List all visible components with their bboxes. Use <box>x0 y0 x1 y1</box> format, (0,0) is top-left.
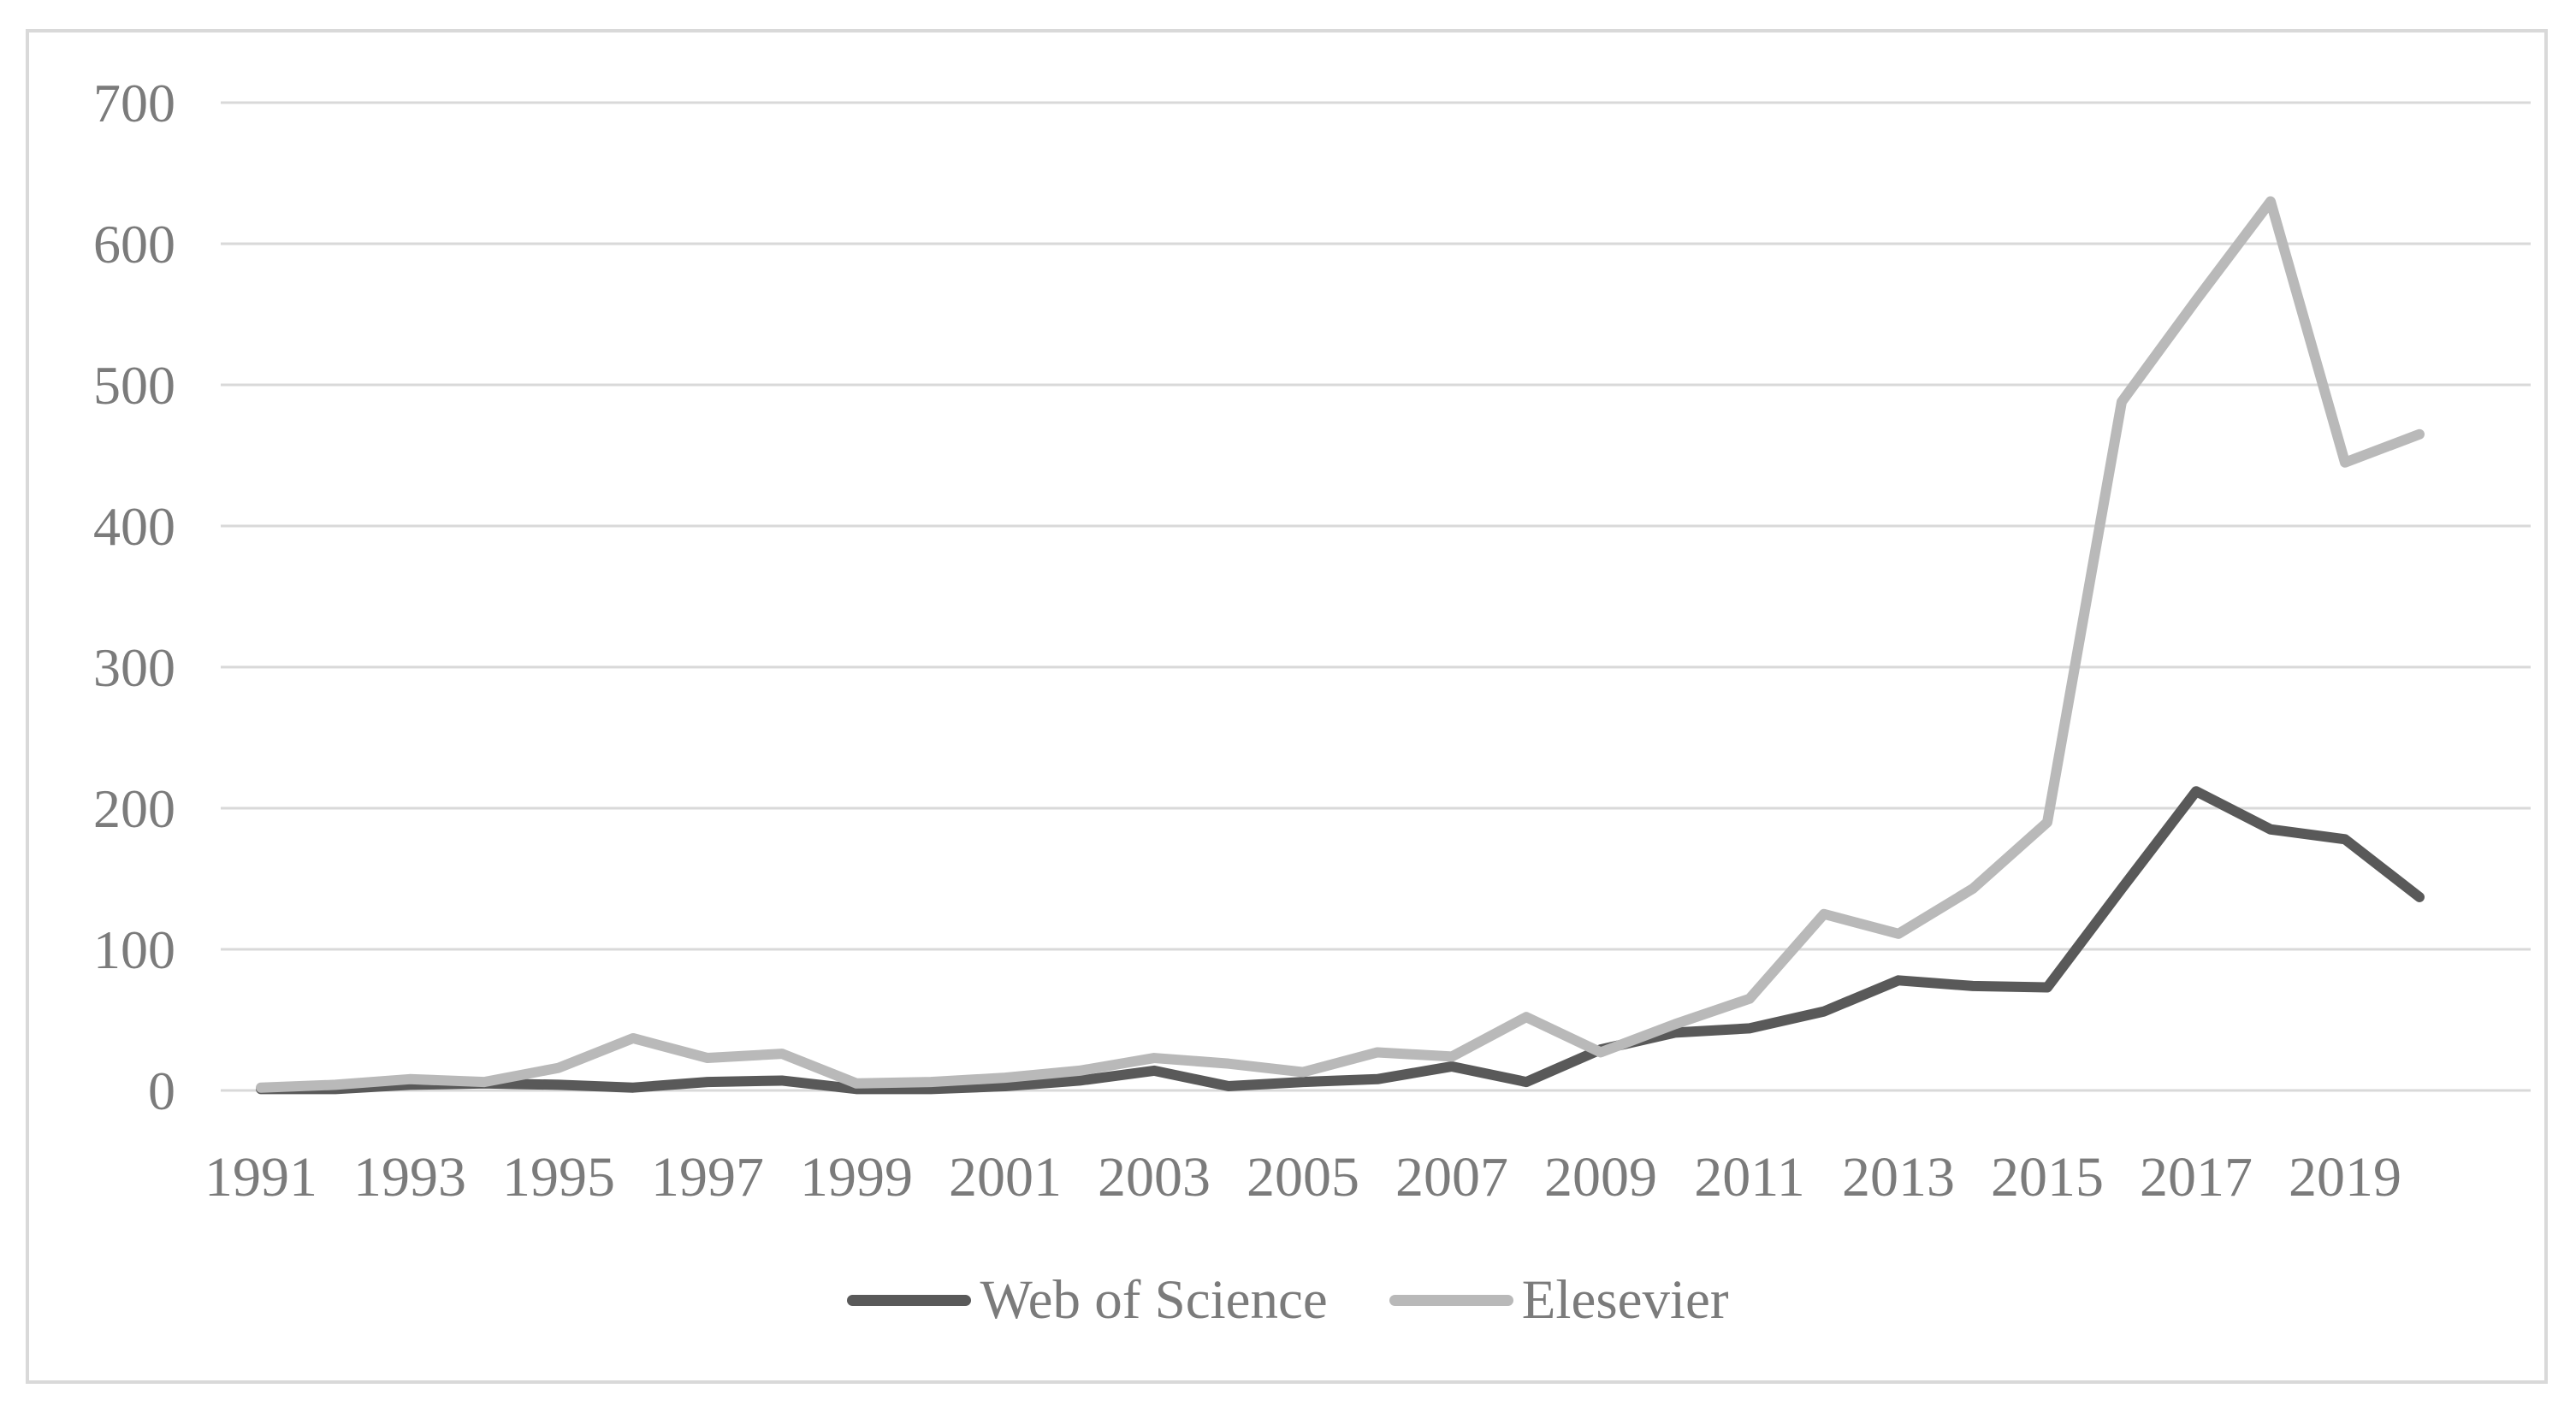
y-axis-tick-100: 100 <box>93 919 175 980</box>
chart-outer-border <box>26 29 2548 1384</box>
x-axis-tick-2001: 2001 <box>949 1146 1062 1208</box>
legend-label-web-of-science: Web of Science <box>980 1269 1328 1331</box>
x-axis-tick-2011: 2011 <box>1694 1146 1805 1208</box>
y-axis-tick-700: 700 <box>93 73 175 133</box>
legend-item-web-of-science: Web of Science <box>847 1269 1328 1331</box>
chart-legend: Web of Science Elesevier <box>0 1273 2576 1328</box>
y-axis-tick-400: 400 <box>93 496 175 557</box>
x-axis-tick-2013: 2013 <box>1842 1146 1955 1208</box>
y-axis-tick-300: 300 <box>93 637 175 698</box>
y-axis-tick-500: 500 <box>93 355 175 416</box>
x-axis-tick-1993: 1993 <box>353 1146 466 1208</box>
x-axis-tick-2007: 2007 <box>1395 1146 1508 1208</box>
legend-label-elesevier: Elesevier <box>1521 1269 1729 1331</box>
x-axis-tick-2005: 2005 <box>1247 1146 1359 1208</box>
x-axis-tick-2019: 2019 <box>2289 1146 2401 1208</box>
y-axis-tick-200: 200 <box>93 778 175 839</box>
legend-swatch-web-of-science <box>847 1295 972 1306</box>
x-axis-tick-2015: 2015 <box>1991 1146 2104 1208</box>
x-axis-tick-1999: 1999 <box>800 1146 913 1208</box>
legend-swatch-elesevier <box>1389 1295 1513 1306</box>
series-line-elesevier <box>256 196 2425 1093</box>
x-axis-tick-2003: 2003 <box>1098 1146 1211 1208</box>
y-axis-tick-0: 0 <box>148 1061 175 1121</box>
x-axis-tick-1995: 1995 <box>502 1146 615 1208</box>
legend-item-elesevier: Elesevier <box>1389 1273 1729 1328</box>
x-axis-tick-1997: 1997 <box>651 1146 764 1208</box>
x-axis-tick-1991: 1991 <box>204 1146 317 1208</box>
y-axis-tick-600: 600 <box>93 214 175 275</box>
series-line-web-of-science <box>256 786 2425 1095</box>
x-axis-tick-2017: 2017 <box>2140 1146 2253 1208</box>
x-axis-tick-2009: 2009 <box>1544 1146 1657 1208</box>
